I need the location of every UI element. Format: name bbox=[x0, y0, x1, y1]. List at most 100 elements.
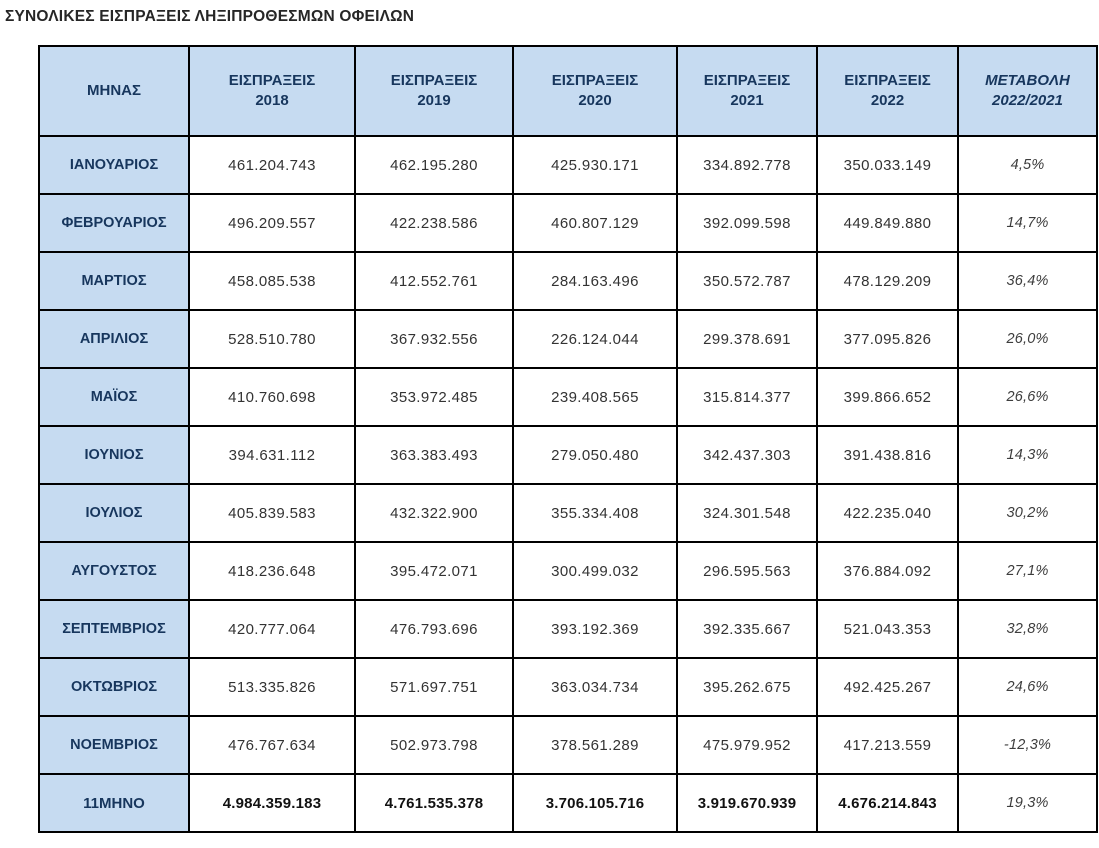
value-cell: 458.085.538 bbox=[188, 251, 356, 311]
month-cell: ΑΥΓΟΥΣΤΟΣ bbox=[38, 541, 190, 601]
column-header-collections-2019: ΕΙΣΠΡΑΞΕΙΣ 2019 bbox=[354, 45, 514, 137]
table-row: ΙΟΥΝΙΟΣ 394.631.112 363.383.493 279.050.480… bbox=[38, 425, 1098, 485]
value-cell: 3.919.670.939 bbox=[676, 773, 818, 833]
value-cell: 425.930.171 bbox=[512, 135, 678, 195]
table-row: ΑΠΡΙΛΙΟΣ 528.510.780 367.932.556 226.124.04… bbox=[38, 309, 1098, 369]
value-cell: 513.335.826 bbox=[188, 657, 356, 717]
value-cell: 342.437.303 bbox=[676, 425, 818, 485]
value-cell: 279.050.480 bbox=[512, 425, 678, 485]
value-cell: 392.099.598 bbox=[676, 193, 818, 253]
value-cell: 363.383.493 bbox=[354, 425, 514, 485]
value-cell: 355.334.408 bbox=[512, 483, 678, 543]
month-cell: 11ΜΗΝΟ bbox=[38, 773, 190, 833]
table-header-row: ΜΗΝΑΣ ΕΙΣΠΡΑΞΕΙΣ 2018 ΕΙΣΠΡΑΞΕΙΣ 2019 ΕΙΣΠΡ… bbox=[38, 45, 1098, 137]
column-header-change-2022-2021: ΜΕΤΑΒΟΛΗ 2022/2021 bbox=[957, 45, 1098, 137]
value-cell: 399.866.652 bbox=[816, 367, 959, 427]
page-title: ΣΥΝΟΛΙΚΕΣ ΕΙΣΠΡΑΞΕΙΣ ΛΗΞΙΠΡΟΘΕΣΜΩΝ ΟΦΕΙΛ… bbox=[5, 8, 415, 25]
value-cell: 461.204.743 bbox=[188, 135, 356, 195]
value-cell: 315.814.377 bbox=[676, 367, 818, 427]
value-cell: 460.807.129 bbox=[512, 193, 678, 253]
value-cell: 324.301.548 bbox=[676, 483, 818, 543]
change-cell: 26,0% bbox=[957, 309, 1098, 369]
month-cell: ΜΑΪΟΣ bbox=[38, 367, 190, 427]
value-cell: 4.761.535.378 bbox=[354, 773, 514, 833]
table-row: ΙΑΝΟΥΑΡΙΟΣ 461.204.743 462.195.280 425.930.… bbox=[38, 135, 1098, 195]
value-cell: 410.760.698 bbox=[188, 367, 356, 427]
value-cell: 391.438.816 bbox=[816, 425, 959, 485]
value-cell: 492.425.267 bbox=[816, 657, 959, 717]
month-cell: ΜΑΡΤΙΟΣ bbox=[38, 251, 190, 311]
column-header-collections-2018: ΕΙΣΠΡΑΞΕΙΣ 2018 bbox=[188, 45, 356, 137]
value-cell: 502.973.798 bbox=[354, 715, 514, 775]
value-cell: 300.499.032 bbox=[512, 541, 678, 601]
value-cell: 418.236.648 bbox=[188, 541, 356, 601]
value-cell: 422.238.586 bbox=[354, 193, 514, 253]
month-cell: ΙΟΥΝΙΟΣ bbox=[38, 425, 190, 485]
value-cell: 496.209.557 bbox=[188, 193, 356, 253]
value-cell: 395.472.071 bbox=[354, 541, 514, 601]
month-cell: ΦΕΒΡΟΥΑΡΙΟΣ bbox=[38, 193, 190, 253]
table-row: ΝΟΕΜΒΡΙΟΣ 476.767.634 502.973.798 378.561.2… bbox=[38, 715, 1098, 775]
value-cell: 478.129.209 bbox=[816, 251, 959, 311]
value-cell: 392.335.667 bbox=[676, 599, 818, 659]
value-cell: 4.676.214.843 bbox=[816, 773, 959, 833]
value-cell: 571.697.751 bbox=[354, 657, 514, 717]
change-cell: 32,8% bbox=[957, 599, 1098, 659]
value-cell: 405.839.583 bbox=[188, 483, 356, 543]
month-cell: ΝΟΕΜΒΡΙΟΣ bbox=[38, 715, 190, 775]
value-cell: 420.777.064 bbox=[188, 599, 356, 659]
change-cell: 14,7% bbox=[957, 193, 1098, 253]
value-cell: 476.793.696 bbox=[354, 599, 514, 659]
month-cell: ΑΠΡΙΛΙΟΣ bbox=[38, 309, 190, 369]
value-cell: 350.033.149 bbox=[816, 135, 959, 195]
value-cell: 475.979.952 bbox=[676, 715, 818, 775]
month-cell: ΣΕΠΤΕΜΒΡΙΟΣ bbox=[38, 599, 190, 659]
table-row: ΑΥΓΟΥΣΤΟΣ 418.236.648 395.472.071 300.499.0… bbox=[38, 541, 1098, 601]
value-cell: 226.124.044 bbox=[512, 309, 678, 369]
value-cell: 299.378.691 bbox=[676, 309, 818, 369]
value-cell: 363.034.734 bbox=[512, 657, 678, 717]
change-cell: -12,3% bbox=[957, 715, 1098, 775]
value-cell: 4.984.359.183 bbox=[188, 773, 356, 833]
value-cell: 521.043.353 bbox=[816, 599, 959, 659]
change-cell: 4,5% bbox=[957, 135, 1098, 195]
value-cell: 367.932.556 bbox=[354, 309, 514, 369]
value-cell: 376.884.092 bbox=[816, 541, 959, 601]
column-header-collections-2021: ΕΙΣΠΡΑΞΕΙΣ 2021 bbox=[676, 45, 818, 137]
value-cell: 422.235.040 bbox=[816, 483, 959, 543]
total-row: 11ΜΗΝΟ 4.984.359.183 4.761.535.378 3.706.10… bbox=[38, 773, 1098, 833]
value-cell: 393.192.369 bbox=[512, 599, 678, 659]
change-cell: 27,1% bbox=[957, 541, 1098, 601]
value-cell: 432.322.900 bbox=[354, 483, 514, 543]
value-cell: 3.706.105.716 bbox=[512, 773, 678, 833]
value-cell: 239.408.565 bbox=[512, 367, 678, 427]
table-row: ΜΑΪΟΣ 410.760.698 353.972.485 239.408.565 31… bbox=[38, 367, 1098, 427]
column-header-month: ΜΗΝΑΣ bbox=[38, 45, 190, 137]
value-cell: 476.767.634 bbox=[188, 715, 356, 775]
value-cell: 412.552.761 bbox=[354, 251, 514, 311]
column-header-collections-2022: ΕΙΣΠΡΑΞΕΙΣ 2022 bbox=[816, 45, 959, 137]
table-row: ΦΕΒΡΟΥΑΡΙΟΣ 496.209.557 422.238.586 460.807… bbox=[38, 193, 1098, 253]
value-cell: 296.595.563 bbox=[676, 541, 818, 601]
overdue-collections-table: ΜΗΝΑΣ ΕΙΣΠΡΑΞΕΙΣ 2018 ΕΙΣΠΡΑΞΕΙΣ 2019 ΕΙΣΠΡ… bbox=[38, 45, 1098, 833]
change-cell: 26,6% bbox=[957, 367, 1098, 427]
month-cell: ΙΟΥΛΙΟΣ bbox=[38, 483, 190, 543]
column-header-collections-2020: ΕΙΣΠΡΑΞΕΙΣ 2020 bbox=[512, 45, 678, 137]
value-cell: 284.163.496 bbox=[512, 251, 678, 311]
value-cell: 394.631.112 bbox=[188, 425, 356, 485]
change-cell: 36,4% bbox=[957, 251, 1098, 311]
value-cell: 353.972.485 bbox=[354, 367, 514, 427]
change-cell: 30,2% bbox=[957, 483, 1098, 543]
table-row: ΣΕΠΤΕΜΒΡΙΟΣ 420.777.064 476.793.696 393.192… bbox=[38, 599, 1098, 659]
value-cell: 462.195.280 bbox=[354, 135, 514, 195]
month-cell: ΙΑΝΟΥΑΡΙΟΣ bbox=[38, 135, 190, 195]
month-cell: ΟΚΤΩΒΡΙΟΣ bbox=[38, 657, 190, 717]
value-cell: 377.095.826 bbox=[816, 309, 959, 369]
value-cell: 395.262.675 bbox=[676, 657, 818, 717]
value-cell: 417.213.559 bbox=[816, 715, 959, 775]
table-row: ΙΟΥΛΙΟΣ 405.839.583 432.322.900 355.334.408… bbox=[38, 483, 1098, 543]
value-cell: 528.510.780 bbox=[188, 309, 356, 369]
change-cell: 19,3% bbox=[957, 773, 1098, 833]
value-cell: 350.572.787 bbox=[676, 251, 818, 311]
